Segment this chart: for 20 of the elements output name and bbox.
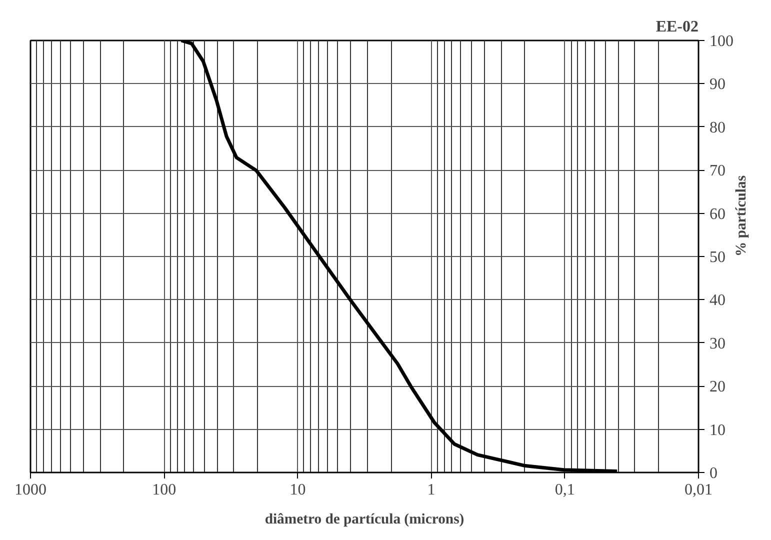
x-tick-label: 10	[290, 482, 306, 498]
y-tick-label: 30	[710, 335, 726, 352]
y-tick-label: 70	[710, 162, 726, 180]
chart-title: EE-02	[656, 18, 698, 36]
x-tick-label: 1	[427, 482, 436, 498]
x-axis-title: diâmetro de partícula (microns)	[264, 512, 464, 528]
y-tick-label: 40	[710, 292, 726, 310]
x-tick-label: 0,1	[554, 482, 575, 498]
y-tick-label: 80	[710, 119, 726, 136]
y-tick-label: 90	[710, 76, 726, 94]
x-tick-label: 100	[152, 482, 176, 498]
y-tick-label: 100	[710, 33, 734, 50]
y-tick-label: 10	[710, 422, 726, 439]
y-tick-label: 50	[710, 249, 726, 266]
x-tick-label: 1000	[14, 482, 46, 498]
x-tick-label: 0,01	[684, 482, 712, 498]
y-tick-label: 20	[710, 378, 726, 396]
y-axis-title: % partículas	[734, 175, 750, 256]
y-tick-label: 0	[710, 465, 718, 482]
y-tick-label: 60	[710, 206, 726, 223]
